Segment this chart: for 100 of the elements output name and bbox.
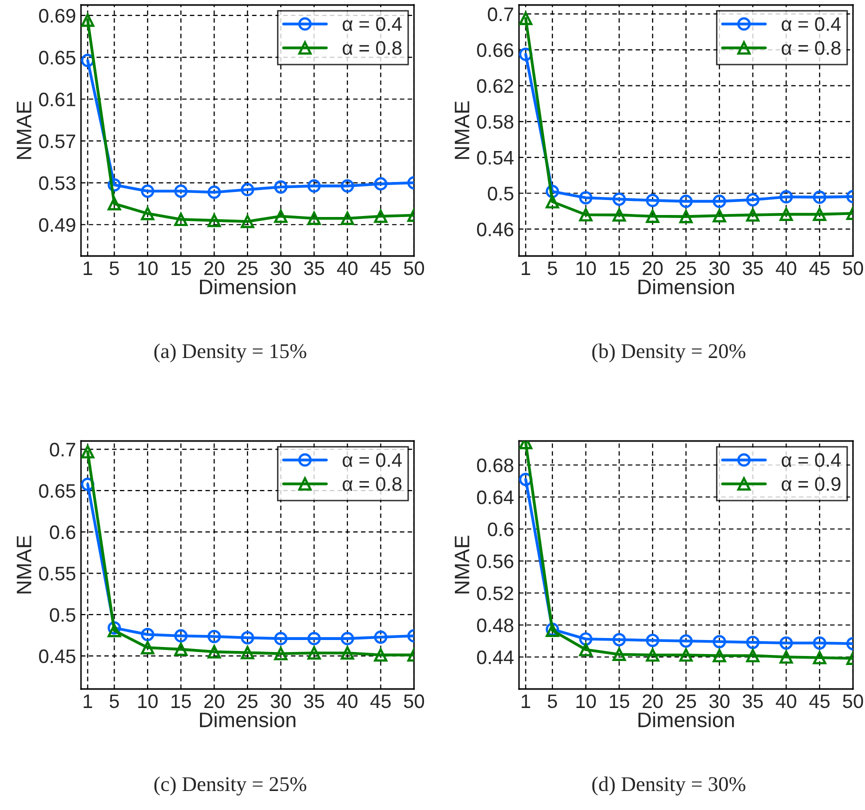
point	[780, 190, 793, 204]
point	[140, 641, 154, 654]
point	[174, 629, 188, 643]
point	[780, 208, 793, 221]
x-tick-label: 10	[138, 694, 158, 708]
point	[307, 646, 321, 660]
x-axis-title: Dimension	[200, 712, 296, 728]
y-tick-label: 0.49	[39, 218, 76, 232]
point	[579, 642, 592, 656]
point	[712, 634, 726, 648]
x-tick-label: 50	[404, 261, 424, 276]
x-tick-label: 10	[576, 261, 596, 276]
y-tick-label: 0.46	[477, 222, 514, 236]
point	[812, 636, 826, 650]
x-tick-label: 25	[676, 261, 696, 276]
legend-label: α = 0.4	[782, 17, 841, 31]
x-tick-label: 20	[642, 261, 663, 276]
point	[374, 177, 388, 191]
y-tick-label: 0.56	[477, 554, 514, 568]
x-tick-label: 50	[404, 694, 424, 708]
point	[546, 195, 560, 208]
point	[174, 184, 188, 198]
point	[274, 646, 288, 660]
point	[780, 650, 793, 664]
point	[81, 54, 94, 68]
point	[519, 472, 532, 486]
point	[679, 634, 693, 648]
y-tick-label: 0.7	[50, 442, 76, 457]
point	[679, 648, 693, 662]
point	[579, 632, 592, 646]
point	[108, 621, 121, 635]
point	[240, 646, 254, 660]
point	[812, 208, 826, 221]
y-tick-label: 0.54	[477, 150, 514, 165]
point	[519, 48, 532, 61]
x-tick-label: 20	[204, 694, 224, 708]
point	[646, 648, 660, 662]
x-tick-label: 35	[742, 261, 763, 276]
point	[746, 208, 760, 222]
y-tick-label: 0.57	[39, 134, 76, 148]
point	[274, 180, 288, 194]
point	[81, 14, 94, 27]
point	[712, 208, 726, 222]
x-tick-label: 45	[809, 694, 830, 708]
x-axis-title: Dimension	[638, 278, 734, 294]
x-tick-label: 15	[610, 694, 630, 708]
point	[340, 646, 354, 660]
point	[812, 190, 826, 204]
y-tick-label: 0.6	[488, 522, 514, 536]
y-tick-label: 0.65	[39, 50, 76, 65]
y-tick-label: 0.58	[477, 115, 514, 129]
point	[307, 179, 321, 193]
x-tick-label: 25	[238, 694, 258, 708]
y-tick-label: 0.53	[39, 176, 76, 190]
point	[307, 632, 321, 646]
text: (b) Density = 20%	[592, 344, 746, 362]
point	[612, 192, 626, 206]
legend-label: α = 0.8	[342, 477, 402, 491]
text: (a) Density = 15%	[154, 344, 306, 362]
x-tick-label: 15	[172, 694, 191, 708]
x-tick-label: 20	[204, 261, 224, 276]
x-tick-label: 30	[270, 694, 291, 708]
x-tick-label: 50	[842, 694, 864, 708]
y-tick-label: 0.44	[477, 650, 514, 664]
y-axis-title: NMAE	[16, 101, 32, 159]
y-tick-label: 0.55	[39, 566, 76, 581]
y-axis-title: NMAE	[16, 536, 32, 594]
point	[140, 628, 154, 642]
x-tick-label: 45	[370, 694, 391, 708]
y-tick-label: 0.45	[39, 649, 76, 664]
y-tick-label: 0.61	[39, 92, 76, 106]
point	[612, 632, 626, 646]
x-tick-label: 5	[548, 694, 557, 708]
x-tick-label: 35	[304, 261, 324, 276]
x-tick-label: 15	[172, 262, 191, 276]
point	[579, 191, 592, 204]
x-tick-label: 35	[304, 694, 324, 708]
point	[140, 206, 154, 220]
y-tick-label: 0.62	[477, 79, 514, 93]
legend-label: α = 0.4	[342, 453, 402, 467]
point	[746, 636, 760, 650]
point	[208, 630, 221, 644]
x-tick-label: 50	[842, 261, 864, 276]
y-axis-title: NMAE	[454, 536, 470, 594]
y-tick-label: 0.7	[488, 7, 514, 22]
legend-label: α = 0.9	[782, 477, 840, 491]
x-tick-label: 25	[238, 261, 258, 276]
x-tick-label: 1	[522, 262, 530, 275]
y-tick-label: 0.64	[477, 490, 514, 504]
point	[240, 182, 254, 196]
point	[780, 636, 793, 650]
x-tick-label: 20	[642, 694, 663, 708]
x-tick-label: 30	[709, 694, 730, 708]
point	[307, 212, 321, 226]
point	[546, 184, 560, 198]
point	[340, 179, 354, 193]
x-tick-label: 1	[84, 262, 92, 275]
point	[108, 624, 121, 638]
y-tick-label: 0.66	[477, 43, 514, 58]
x-tick-label: 40	[776, 694, 796, 708]
